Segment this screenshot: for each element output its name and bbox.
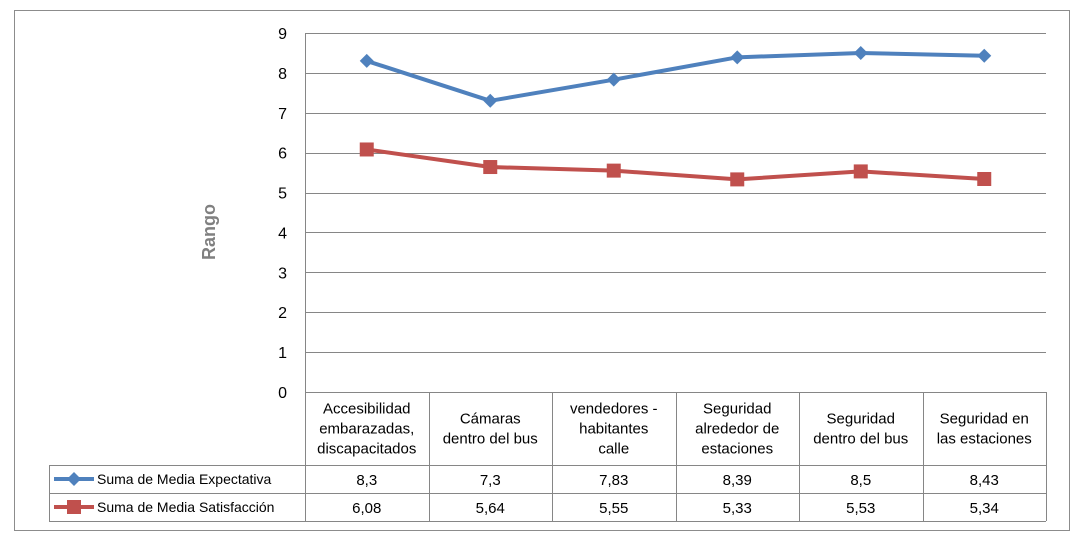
data-point-marker: [483, 160, 498, 175]
series-line: [366, 50, 985, 103]
table-cell-value: 7,83: [599, 472, 628, 489]
y-tick-label: 4: [278, 225, 287, 242]
data-point-marker: [853, 45, 868, 60]
table-cell-value: 5,33: [723, 500, 752, 517]
data-point-marker: [730, 172, 745, 187]
category-label: Cámaras dentro del bus: [443, 411, 538, 448]
y-tick-label: 8: [278, 66, 287, 83]
y-tick-label: 2: [278, 305, 287, 322]
category-label-line: Seguridad: [827, 411, 895, 428]
gridlines: [305, 33, 1046, 393]
category-label-line: Seguridad: [703, 401, 771, 418]
data-point-marker: [730, 50, 745, 65]
data-point-marker: [977, 171, 992, 186]
table-cell-value: 6,08: [352, 500, 381, 517]
category-label: Accesibilidad embarazadas, discapacitados: [317, 401, 416, 458]
category-label-line: las estaciones: [937, 431, 1032, 448]
y-tick-label: 9: [278, 26, 287, 43]
legend-series-name: Suma de Media Satisfacción: [97, 499, 274, 515]
table-cell-value: 7,3: [480, 472, 501, 489]
category-label-line: embarazadas,: [319, 421, 414, 438]
y-tick-label: 7: [278, 106, 287, 123]
category-label-line: vendedores -: [570, 401, 658, 418]
y-tick-label: 1: [278, 345, 287, 362]
table-cell-value: 8,3: [356, 472, 377, 489]
chart-border: [14, 10, 1070, 531]
y-tick-label: 5: [278, 186, 287, 203]
table-cell-value: 5,34: [970, 500, 999, 517]
y-tick-label: 3: [278, 265, 287, 282]
series-line: [366, 147, 985, 182]
data-point-marker: [359, 142, 374, 157]
category-label-line: calle: [598, 441, 629, 458]
data-point-marker: [977, 48, 992, 63]
category-label-line: Seguridad en: [940, 411, 1029, 428]
table-cell-value: 5,55: [599, 500, 628, 517]
data-point-marker: [67, 500, 81, 514]
category-label: Seguridad dentro del bus: [813, 411, 908, 448]
table-cell-value: 8,5: [850, 472, 871, 489]
category-label-line: dentro del bus: [443, 431, 538, 448]
data-table: Accesibilidad embarazadas, discapacitados C…: [49, 392, 1047, 522]
plot-series: [359, 45, 992, 187]
data-point-marker: [853, 164, 868, 179]
table-cell-value: 8,39: [723, 472, 752, 489]
category-label-line: dentro del bus: [813, 431, 908, 448]
category-label: vendedores - habitantes calle: [570, 401, 658, 458]
data-point-marker: [359, 53, 374, 68]
data-point-marker: [67, 472, 81, 486]
y-tick-label: 0: [278, 385, 287, 402]
category-label: Seguridad en las estaciones: [937, 411, 1032, 448]
data-point-marker: [606, 72, 621, 87]
category-label-line: alrededor de: [695, 421, 779, 438]
table-cell-value: 5,64: [476, 500, 505, 517]
y-axis-ticks: 0 1 2 3 4 5 6 7 8 9: [278, 26, 287, 402]
category-label-line: discapacitados: [317, 441, 416, 458]
table-cell-value: 5,53: [846, 500, 875, 517]
legend-series-name: Suma de Media Expectativa: [97, 471, 272, 487]
category-label: Seguridad alrededor de estaciones: [695, 401, 779, 458]
y-axis-title: Rango: [199, 204, 219, 260]
category-label-line: habitantes: [579, 421, 648, 438]
category-label-line: estaciones: [701, 441, 773, 458]
y-tick-label: 6: [278, 146, 287, 163]
category-label-line: Cámaras: [460, 411, 521, 428]
category-label-line: Accesibilidad: [323, 401, 411, 418]
data-point-marker: [606, 163, 621, 178]
table-cell-value: 8,43: [970, 472, 999, 489]
data-point-marker: [483, 93, 498, 108]
